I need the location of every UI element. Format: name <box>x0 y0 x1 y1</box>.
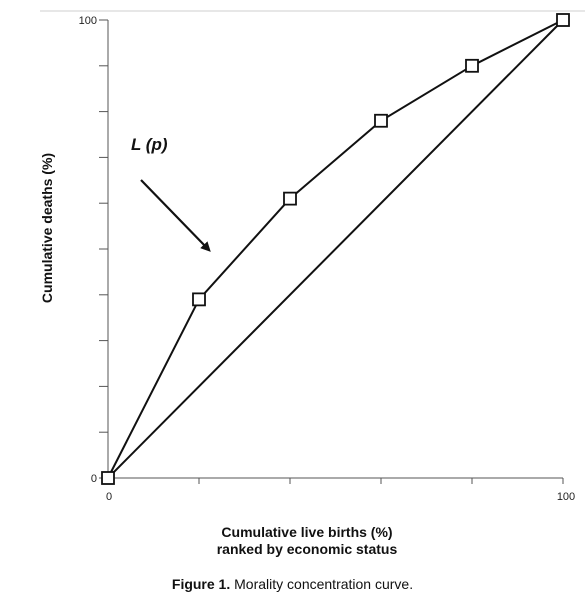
concentration-chart: 0 100 0 100 Cumulative deaths (%) Cumulativ… <box>39 10 585 557</box>
figure-label: Figure 1. <box>171 576 231 592</box>
concentration-curve-line <box>107 19 564 479</box>
x-axis-title: Cumulative live births (%) <box>221 524 392 540</box>
data-point-marker <box>192 292 206 307</box>
x-tick-label-min: 0 <box>106 491 112 503</box>
series-layer <box>101 13 570 485</box>
data-point-marker <box>556 13 570 27</box>
y-tick-label-min: 0 <box>91 473 97 485</box>
equality-diagonal-line <box>107 19 564 479</box>
x-tick-label-max: 100 <box>557 491 575 503</box>
data-point-marker <box>374 113 388 128</box>
ticks: 0 100 0 100 <box>79 15 576 503</box>
lp-annotation-label: L (p) <box>131 135 168 154</box>
y-tick-label-max: 100 <box>79 15 97 27</box>
x-axis-subtitle: ranked by economic status <box>217 541 398 557</box>
y-axis-title: Cumulative deaths (%) <box>39 153 55 303</box>
figure-caption: Figure 1. Morality concentration curve. <box>0 576 585 592</box>
figure-caption-text: Morality concentration curve. <box>230 576 414 592</box>
data-point-marker <box>465 58 479 73</box>
data-point-marker <box>101 471 115 485</box>
data-point-marker <box>283 191 297 206</box>
lp-annotation-arrow <box>140 179 211 252</box>
annotation-layer: L (p) <box>131 135 211 252</box>
